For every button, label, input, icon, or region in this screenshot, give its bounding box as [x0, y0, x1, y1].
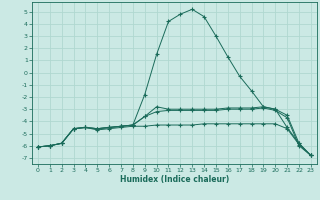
X-axis label: Humidex (Indice chaleur): Humidex (Indice chaleur) [120, 175, 229, 184]
